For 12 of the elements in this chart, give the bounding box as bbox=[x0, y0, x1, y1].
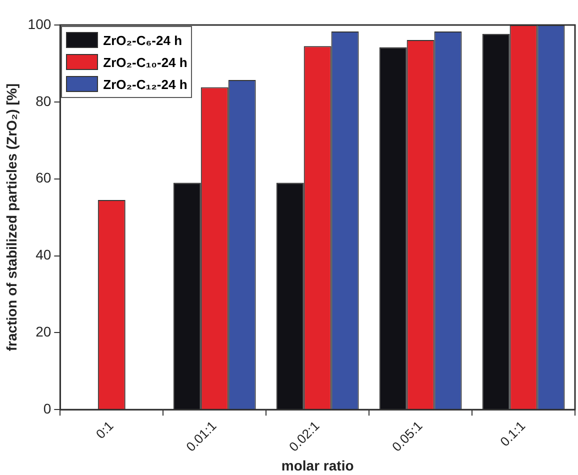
legend-label: ZrO₂-C₁₂-24 h bbox=[103, 76, 188, 92]
x-axis-title: molar ratio bbox=[281, 457, 354, 474]
y-tick-label: 60 bbox=[36, 170, 52, 186]
y-tick-label: 40 bbox=[36, 246, 52, 263]
y-axis-title: fraction of stabilized particles (ZrO₂) [%] bbox=[3, 84, 20, 352]
legend-label: ZrO₂-C₁₀-24 h bbox=[103, 54, 188, 70]
legend-label: ZrO₂-C₆-24 h bbox=[103, 32, 182, 48]
y-tick-label: 80 bbox=[36, 92, 52, 109]
y-tick-label: 100 bbox=[28, 16, 52, 32]
y-tick-label: 20 bbox=[36, 324, 52, 340]
y-tick-label: 0 bbox=[43, 400, 52, 416]
x-tick-label: 0:1 bbox=[92, 418, 116, 442]
